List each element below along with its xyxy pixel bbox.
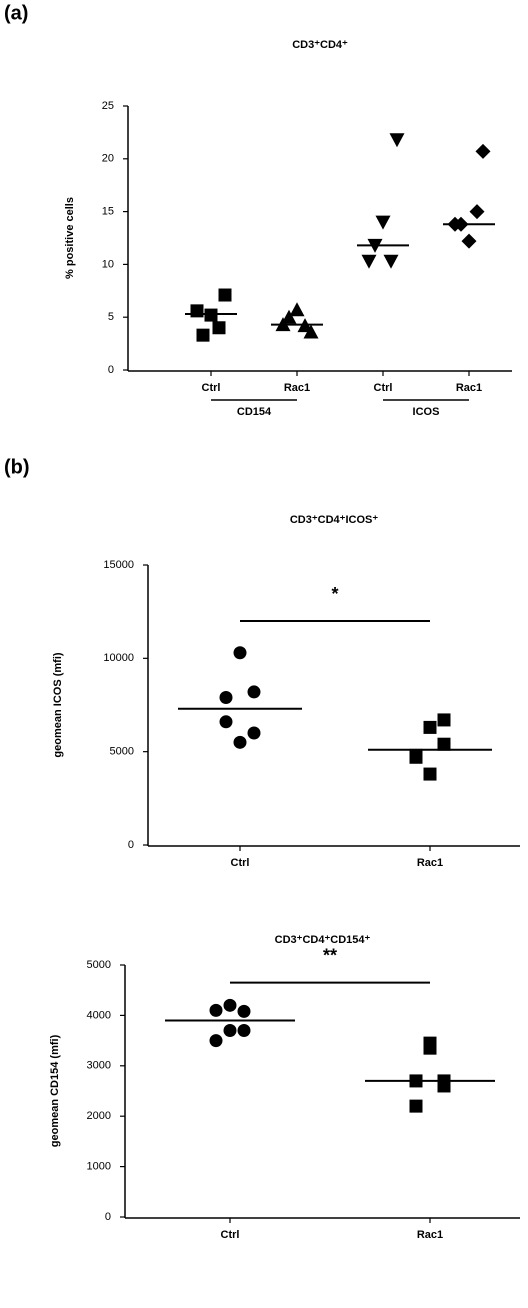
y-tick-label: 1000 xyxy=(87,1161,111,1173)
marker xyxy=(409,750,423,764)
marker xyxy=(219,715,233,729)
marker xyxy=(281,309,297,324)
y-tick-label: 2000 xyxy=(87,1110,111,1122)
significance-label: ** xyxy=(323,945,337,965)
marker xyxy=(219,691,233,705)
y-tick-label: 15000 xyxy=(103,559,134,571)
marker xyxy=(237,1024,251,1038)
marker xyxy=(437,737,451,751)
marker xyxy=(423,720,437,734)
chart-title: CD3⁺CD4⁺CD154⁺ xyxy=(275,934,371,946)
y-tick-label: 20 xyxy=(102,153,114,165)
x-tick-label: Rac1 xyxy=(417,857,443,869)
marker xyxy=(223,998,237,1012)
marker xyxy=(212,321,226,335)
panel-label: (b) xyxy=(4,456,30,478)
marker xyxy=(218,288,232,302)
x-tick-label: Ctrl xyxy=(202,382,221,394)
y-tick-label: 25 xyxy=(102,100,114,112)
marker xyxy=(389,133,405,148)
marker xyxy=(237,1004,251,1018)
significance-label: * xyxy=(331,584,338,604)
y-tick-label: 4000 xyxy=(87,1009,111,1021)
marker xyxy=(209,1034,223,1048)
marker xyxy=(223,1024,237,1038)
group-label: CD154 xyxy=(237,406,272,418)
chart-title: CD3⁺CD4⁺ xyxy=(292,39,348,51)
x-tick-label: Rac1 xyxy=(417,1229,443,1241)
marker xyxy=(190,304,204,318)
marker xyxy=(209,1003,223,1017)
x-tick-label: Ctrl xyxy=(221,1229,240,1241)
y-tick-label: 10 xyxy=(102,258,114,270)
y-axis-label: geomean CD154 (mfi) xyxy=(49,1034,61,1147)
marker xyxy=(247,726,261,740)
x-tick-label: Ctrl xyxy=(231,857,250,869)
y-tick-label: 0 xyxy=(108,364,114,376)
x-tick-label: Rac1 xyxy=(284,382,310,394)
marker xyxy=(289,302,305,317)
y-tick-label: 5000 xyxy=(87,959,111,971)
marker xyxy=(461,233,477,249)
marker xyxy=(423,767,437,781)
marker xyxy=(196,328,210,342)
y-tick-label: 5000 xyxy=(110,746,134,758)
y-axis-label: % positive cells xyxy=(64,197,76,279)
panel-label: (a) xyxy=(4,2,28,24)
x-tick-label: Rac1 xyxy=(456,382,482,394)
y-tick-label: 3000 xyxy=(87,1060,111,1072)
marker xyxy=(233,646,247,660)
x-tick-label: Ctrl xyxy=(374,382,393,394)
marker xyxy=(475,143,491,159)
marker xyxy=(437,713,451,727)
marker xyxy=(409,1099,423,1113)
chart-title: CD3⁺CD4⁺ICOS⁺ xyxy=(290,514,379,526)
marker xyxy=(247,685,261,699)
y-tick-label: 15 xyxy=(102,206,114,218)
group-label: ICOS xyxy=(413,406,440,418)
y-tick-label: 10000 xyxy=(103,652,134,664)
marker xyxy=(361,254,377,269)
y-tick-label: 5 xyxy=(108,311,114,323)
marker xyxy=(469,204,485,220)
marker xyxy=(375,215,391,230)
marker xyxy=(423,1036,437,1050)
marker xyxy=(204,308,218,322)
marker xyxy=(383,254,399,269)
y-tick-label: 0 xyxy=(105,1211,111,1223)
y-axis-label: geomean ICOS (mfi) xyxy=(52,652,64,757)
marker xyxy=(233,735,247,749)
y-tick-label: 0 xyxy=(128,839,134,851)
